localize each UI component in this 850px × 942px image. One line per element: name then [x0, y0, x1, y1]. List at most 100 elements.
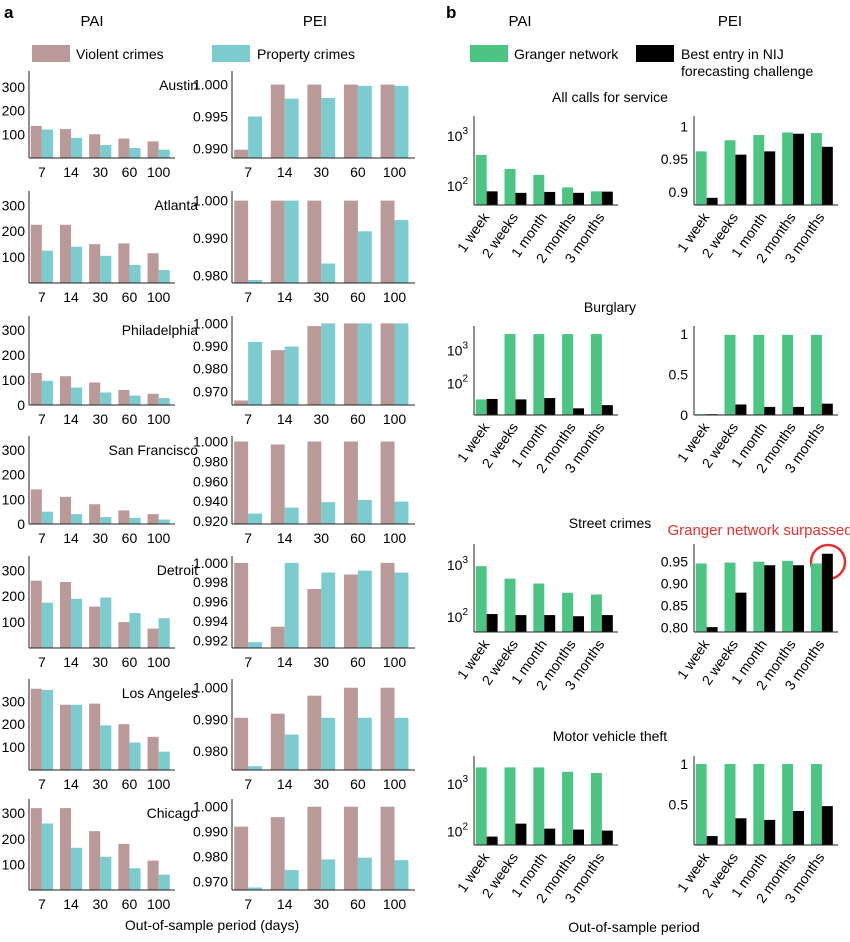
pei-a-chicago-xtick-3: 60 [350, 896, 366, 912]
pai-b-all-calls-for-service-ytick-exp-0: 3 [462, 126, 468, 137]
pei-b-burglary-ytick-1: 0.5 [669, 367, 689, 383]
pei-a-chicago-bar-6-3-1 [357, 857, 372, 890]
pai-b-motor-vehicle-theft-bar-3-1-0 [504, 767, 516, 845]
pai-a-atlanta-xtick-0: 7 [38, 289, 46, 305]
pei-b-street-crimes-bar-2-3-1 [793, 565, 805, 632]
pei-a-philadelphia-bar-2-4-1 [394, 323, 409, 405]
pai-a-san-francisco-bar-3-4-1 [158, 519, 170, 524]
pai-b-street-crimes-bar-2-0-1 [486, 614, 498, 632]
pai-b-motor-vehicle-theft-bar-3-0-1 [486, 836, 498, 845]
pei-a-philadelphia-bar-2-1-1 [284, 346, 299, 405]
pai-a-detroit-city-title: Detroit [157, 562, 198, 578]
pei-a-philadelphia-xtick-4: 100 [383, 411, 407, 427]
pei-a-philadelphia-bar-2-4-0 [380, 323, 395, 405]
pai-a-san-francisco-xtick-4: 100 [147, 530, 171, 546]
pei-a-philadelphia-ytick-2: 0.980 [193, 361, 228, 377]
pai-b-street-crimes-bar-2-1-0 [504, 578, 516, 632]
pai-a-atlanta-xtick-4: 100 [147, 289, 171, 305]
pai-a-chicago-xtick-4: 100 [147, 896, 171, 912]
pai-a-chicago-xtick-1: 14 [63, 896, 79, 912]
pei-a-los-angeles-ytick-2: 0.980 [193, 743, 228, 759]
pai-a-austin-city-title: Austin [159, 77, 198, 93]
pai-a-chicago-bar-6-0-1 [41, 823, 53, 890]
pei-a-atlanta-ytick-1: 0.990 [193, 230, 228, 246]
pai-b-motor-vehicle-theft-bar-3-2-0 [533, 767, 545, 845]
pei-a-atlanta-xtick-1: 14 [277, 289, 293, 305]
pei-a-san-francisco-bar-3-1-0 [270, 444, 285, 524]
pei-a-los-angeles-bar-5-2-1 [321, 717, 336, 770]
panel-b-pai-header: PAI [508, 13, 531, 30]
pei-a-los-angeles-bar-5-1-0 [270, 713, 285, 770]
pai-a-los-angeles-bar-5-3-0 [118, 724, 130, 770]
pei-a-chicago-bar-6-1-0 [270, 817, 285, 890]
pai-a-atlanta-bar-1-3-1 [129, 264, 141, 283]
pei-b-all-calls-for-service-bar-0-0-1 [706, 197, 718, 205]
pai-a-atlanta-bar-1-2-0 [89, 244, 101, 283]
pai-a-los-angeles-bar-5-1-1 [71, 704, 83, 770]
pei-a-detroit-bar-4-2-1 [321, 572, 336, 648]
pai-a-austin-ytick-2: 100 [2, 126, 26, 142]
pai-b-street-crimes-bar-2-3-1 [573, 616, 585, 632]
pei-b-motor-vehicle-theft-bar-3-3-0 [782, 764, 794, 845]
pai-a-detroit-bar-4-4-1 [158, 618, 170, 648]
pei-a-san-francisco-ytick-4: 0.920 [193, 513, 228, 529]
pei-b-motor-vehicle-theft-bar-3-1-0 [724, 764, 736, 845]
pei-a-chicago-bar-6-0-1 [248, 887, 263, 890]
pai-b-street-crimes-bar-2-2-0 [533, 583, 545, 632]
pei-a-chicago-bar-6-2-1 [321, 859, 336, 890]
pai-a-san-francisco-xtick-1: 14 [63, 530, 79, 546]
pei-a-san-francisco-xtick-1: 14 [277, 530, 293, 546]
pai-a-atlanta-bar-1-1-0 [59, 224, 72, 283]
pei-a-austin-xtick-3: 60 [350, 164, 366, 180]
pai-b-burglary-ytick-0: 103 [447, 341, 469, 359]
pai-b-burglary-ytick-1: 102 [447, 373, 469, 391]
pai-a-philadelphia-xtick-0: 7 [38, 411, 46, 427]
pei-a-philadelphia-ytick-1: 0.990 [193, 338, 228, 354]
pai-a-austin-bar-0-0-1 [41, 129, 53, 158]
pei-a-detroit-ytick-0: 1.000 [193, 555, 228, 571]
pai-a-detroit-ytick-2: 100 [2, 614, 26, 630]
pai-a-san-francisco-bar-3-0-0 [30, 489, 42, 524]
pai-a-san-francisco-xtick-2: 30 [92, 530, 108, 546]
pai-a-detroit-bar-4-2-0 [89, 606, 101, 648]
pai-a-detroit-xtick-2: 30 [92, 654, 108, 670]
pei-a-los-angeles-xtick-3: 60 [350, 776, 366, 792]
pei-a-san-francisco-ytick-3: 0.940 [193, 493, 228, 509]
pai-b-burglary-bar-1-4-1 [601, 405, 613, 415]
pei-a-san-francisco-bar-3-0-0 [234, 441, 249, 524]
pai-b-all-calls-for-service-ytick-0: 103 [447, 126, 469, 144]
pai-b-motor-vehicle-theft-bar-3-3-0 [562, 771, 574, 845]
pai-a-austin-xtick-1: 14 [63, 164, 79, 180]
pei-b-street-crimes-bar-2-1-1 [735, 592, 747, 632]
pai-a-detroit-bar-4-1-1 [71, 598, 83, 648]
pei-b-burglary-bar-1-2-1 [764, 406, 776, 415]
pei-a-detroit-xtick-1: 14 [277, 654, 293, 670]
pai-a-philadelphia-xtick-4: 100 [147, 411, 171, 427]
pei-b-motor-vehicle-theft-bar-3-1-1 [735, 818, 747, 845]
pai-a-san-francisco-ytick-2: 100 [2, 491, 26, 507]
pei-a-detroit-ytick-3: 0.994 [193, 613, 228, 629]
pai-a-los-angeles-xtick-4: 100 [147, 776, 171, 792]
pei-a-atlanta-bar-1-3-0 [343, 200, 358, 283]
pai-a-los-angeles-bar-5-0-1 [41, 689, 53, 770]
pai-a-philadelphia-bar-2-2-0 [89, 382, 101, 405]
legend-granger-swatch [470, 45, 508, 62]
pai-a-philadelphia-bar-2-2-1 [100, 392, 112, 405]
pei-b-burglary-ytick-0: 1 [680, 326, 688, 342]
pai-a-san-francisco-ytick-1: 200 [2, 467, 26, 483]
pei-b-street-crimes-bar-2-0-1 [706, 627, 718, 632]
pai-b-burglary-bar-1-2-0 [533, 334, 545, 415]
pei-a-los-angeles-xtick-0: 7 [244, 776, 252, 792]
pei-a-san-francisco-bar-3-2-0 [307, 441, 322, 524]
pai-a-san-francisco-city-title: San Francisco [109, 442, 199, 458]
pei-b-motor-vehicle-theft-bar-3-4-1 [821, 806, 833, 845]
pai-a-los-angeles-bar-5-0-0 [30, 688, 42, 770]
pai-a-atlanta-ytick-0: 300 [2, 197, 26, 213]
pei-a-san-francisco-xtick-3: 60 [350, 530, 366, 546]
pai-a-san-francisco-bar-3-0-1 [41, 511, 53, 524]
pei-a-atlanta-ytick-2: 0.980 [193, 268, 228, 284]
pai-a-philadelphia-bar-2-4-1 [158, 398, 170, 405]
pei-b-all-calls-for-service-bar-0-3-0 [782, 132, 794, 205]
pai-a-los-angeles-xtick-0: 7 [38, 776, 46, 792]
pei-a-philadelphia-xtick-1: 14 [277, 411, 293, 427]
